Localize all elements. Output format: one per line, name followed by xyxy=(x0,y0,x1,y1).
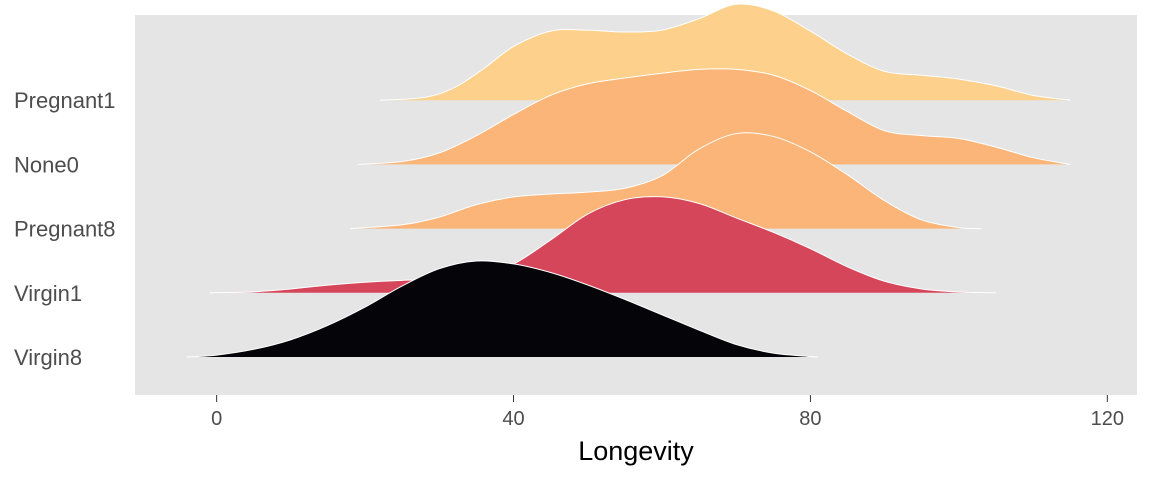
ridge-pregnant1 xyxy=(379,3,1071,101)
ridge-outline-virgin1 xyxy=(209,196,996,294)
y-label-none0: None0 xyxy=(14,152,79,177)
x-axis: 0 40 80 120 xyxy=(211,395,1124,430)
x-tick-label: 120 xyxy=(1091,408,1124,430)
ridge-pregnant8 xyxy=(350,132,982,229)
ridge-outline-none0 xyxy=(357,68,1071,165)
ridge-outline-pregnant1 xyxy=(379,3,1071,101)
y-label-pregnant8: Pregnant8 xyxy=(14,217,116,242)
y-label-virgin1: Virgin1 xyxy=(14,281,82,306)
y-label-virgin8: Virgin8 xyxy=(14,345,82,370)
ridge-outline-virgin8 xyxy=(186,260,818,358)
x-tick-label: 0 xyxy=(211,408,222,430)
ridge-none0 xyxy=(357,68,1071,165)
y-label-pregnant1: Pregnant1 xyxy=(14,88,116,113)
y-axis-labels: Virgin8 Virgin1 Pregnant8 None0 Pregnant1 xyxy=(14,88,116,370)
x-tick-label: 80 xyxy=(799,408,821,430)
x-axis-title: Longevity xyxy=(578,436,694,466)
ridge-virgin1 xyxy=(209,196,996,293)
ridge-outline-pregnant8 xyxy=(350,132,982,230)
ridge-virgin8 xyxy=(186,260,818,357)
ridges xyxy=(186,3,1071,358)
x-tick-label: 40 xyxy=(502,408,524,430)
